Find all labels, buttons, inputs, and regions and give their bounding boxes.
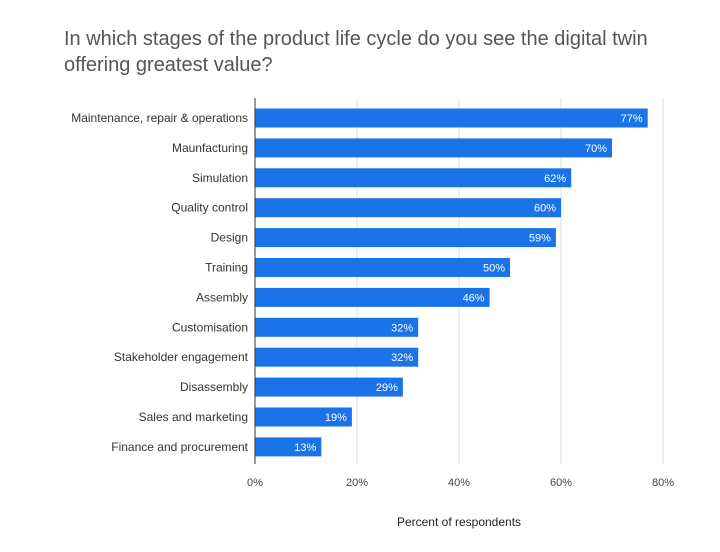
data-label: 46% xyxy=(463,292,485,304)
bar[interactable] xyxy=(255,168,572,188)
bar[interactable] xyxy=(255,437,322,457)
category-label: Customisation xyxy=(172,320,248,334)
x-tick-label: 60% xyxy=(550,477,572,489)
x-tick-label: 80% xyxy=(652,477,674,489)
category-label: Maunfacturing xyxy=(172,141,248,155)
bar[interactable] xyxy=(255,317,419,337)
data-label: 60% xyxy=(534,203,556,215)
data-label: 29% xyxy=(376,382,398,394)
category-label: Disassembly xyxy=(180,380,248,394)
data-label: 77% xyxy=(621,113,643,125)
chart-title: In which stages of the product life cycl… xyxy=(64,28,648,76)
data-label: 32% xyxy=(391,352,413,364)
category-label: Stakeholder engagement xyxy=(114,350,249,364)
x-axis-title: Percent of respondents xyxy=(397,515,521,529)
category-label: Quality control xyxy=(171,201,248,215)
category-label: Sales and marketing xyxy=(139,410,248,424)
category-label: Assembly xyxy=(196,290,248,304)
bar[interactable] xyxy=(255,258,510,277)
bar[interactable] xyxy=(255,407,352,427)
category-label: Design xyxy=(211,231,248,245)
data-label: 62% xyxy=(544,173,566,185)
bar[interactable] xyxy=(255,377,403,397)
x-tick-label: 0% xyxy=(247,477,263,489)
data-label: 50% xyxy=(483,263,505,275)
data-label: 13% xyxy=(294,442,316,454)
bar[interactable] xyxy=(255,108,648,128)
x-tick-label: 20% xyxy=(346,477,368,489)
category-label: Finance and procurement xyxy=(111,440,248,454)
bar[interactable] xyxy=(255,347,419,367)
data-label: 19% xyxy=(325,412,347,424)
bar[interactable] xyxy=(255,287,490,307)
category-label: Maintenance, repair & operations xyxy=(71,111,248,125)
x-tick-label: 40% xyxy=(448,477,470,489)
bar[interactable] xyxy=(255,198,561,218)
bar[interactable] xyxy=(255,228,556,248)
category-label: Simulation xyxy=(192,171,248,185)
category-label: Training xyxy=(205,261,248,275)
data-label: 32% xyxy=(391,322,413,334)
data-label: 70% xyxy=(585,143,607,155)
data-label: 59% xyxy=(529,233,551,245)
bar[interactable] xyxy=(255,138,612,158)
